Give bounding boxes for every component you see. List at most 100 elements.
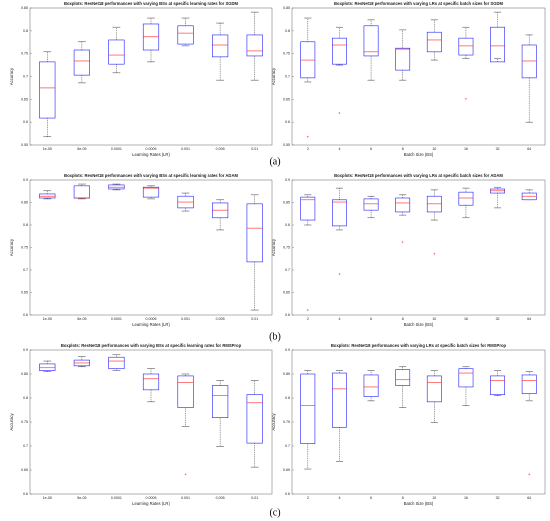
x-tick-label: 1e-05 bbox=[43, 496, 52, 500]
box bbox=[395, 197, 411, 213]
x-axis-label: Learning Rates (LR) bbox=[132, 501, 170, 506]
box bbox=[521, 44, 537, 79]
box bbox=[246, 394, 263, 444]
y-tick-label: 0.9 bbox=[285, 348, 290, 352]
panel-label: (c) bbox=[269, 507, 280, 518]
plot-frame bbox=[291, 7, 546, 146]
box bbox=[458, 368, 474, 388]
y-tick-label: 0.7 bbox=[285, 268, 290, 272]
outlier bbox=[464, 97, 467, 100]
x-axis-label: Batch Size (BS) bbox=[404, 501, 434, 506]
box bbox=[108, 39, 125, 65]
plot-frame bbox=[29, 7, 273, 146]
y-axis-label: Accuracy bbox=[9, 238, 14, 256]
y-axis-label: Accuracy bbox=[9, 412, 14, 430]
box bbox=[73, 185, 90, 199]
x-axis-label: Learning Rates (LR) bbox=[132, 152, 170, 157]
panel-label: (b) bbox=[269, 331, 281, 342]
y-tick-label: 0.8 bbox=[23, 223, 28, 227]
x-tick-label: 0.005 bbox=[216, 317, 225, 321]
chart-title: Boxplots: ResNet18 performances with var… bbox=[64, 1, 239, 6]
y-tick-label: 0.65 bbox=[283, 97, 290, 101]
x-tick-label: 5e-05 bbox=[77, 317, 86, 321]
x-tick-label: 0.0001 bbox=[111, 147, 122, 151]
outlier bbox=[401, 241, 404, 244]
x-tick-label: 6 bbox=[370, 317, 372, 321]
outlier bbox=[184, 473, 187, 476]
x-tick-label: 32 bbox=[496, 317, 500, 321]
box bbox=[458, 191, 474, 206]
y-tick-label: 0.65 bbox=[21, 290, 28, 294]
x-tick-label: 0.01 bbox=[251, 496, 258, 500]
y-tick-label: 0.55 bbox=[21, 143, 28, 147]
y-tick-label: 0.8 bbox=[285, 396, 290, 400]
box bbox=[458, 37, 474, 56]
x-tick-label: 0.001 bbox=[181, 496, 190, 500]
x-tick-label: 0.0005 bbox=[146, 496, 157, 500]
y-tick-label: 0.6 bbox=[23, 120, 28, 124]
x-tick-label: 8 bbox=[402, 147, 404, 151]
box bbox=[363, 374, 379, 397]
y-tick-label: 0.85 bbox=[21, 372, 28, 376]
plot-frame bbox=[291, 179, 546, 316]
box bbox=[363, 25, 379, 57]
y-tick-label: 0.85 bbox=[21, 200, 28, 204]
x-tick-label: 6 bbox=[370, 496, 372, 500]
x-tick-label: 1e-05 bbox=[43, 317, 52, 321]
box bbox=[490, 375, 505, 395]
y-tick-label: 0.9 bbox=[23, 178, 28, 182]
box bbox=[108, 356, 125, 370]
x-tick-label: 0.005 bbox=[216, 147, 225, 151]
y-tick-label: 0.65 bbox=[21, 468, 28, 472]
y-tick-label: 0.7 bbox=[23, 74, 28, 78]
box bbox=[300, 373, 316, 444]
x-tick-label: 0.005 bbox=[216, 496, 225, 500]
box bbox=[490, 26, 505, 63]
y-tick-label: 0.8 bbox=[23, 396, 28, 400]
x-tick-label: 0.01 bbox=[251, 147, 258, 151]
y-tick-label: 0.9 bbox=[23, 348, 28, 352]
x-tick-label: 4 bbox=[338, 147, 340, 151]
box bbox=[332, 199, 347, 227]
x-tick-label: 2 bbox=[307, 147, 309, 151]
x-axis-label: Learning Rates (LR) bbox=[132, 322, 170, 327]
x-tick-label: 16 bbox=[464, 147, 468, 151]
box bbox=[177, 25, 194, 45]
plot-frame bbox=[291, 349, 546, 495]
chart-title: Boxplots: ResNet18 performances with var… bbox=[61, 343, 242, 348]
x-tick-label: 4 bbox=[338, 317, 340, 321]
x-tick-label: 10 bbox=[432, 496, 436, 500]
outlier bbox=[528, 473, 531, 476]
x-tick-label: 64 bbox=[527, 496, 531, 500]
y-tick-label: 0.85 bbox=[283, 6, 290, 10]
outlier bbox=[433, 252, 436, 255]
box bbox=[212, 34, 229, 58]
x-tick-label: 0.001 bbox=[181, 317, 190, 321]
outlier bbox=[306, 135, 309, 138]
y-tick-label: 0.6 bbox=[285, 120, 290, 124]
x-tick-label: 6 bbox=[370, 147, 372, 151]
x-tick-label: 64 bbox=[527, 147, 531, 151]
outlier bbox=[306, 309, 309, 312]
y-tick-label: 0.6 bbox=[285, 313, 290, 317]
y-tick-label: 0.8 bbox=[285, 223, 290, 227]
y-tick-label: 0.65 bbox=[283, 290, 290, 294]
x-tick-label: 5e-05 bbox=[77, 496, 86, 500]
chart-title: Boxplots: ResNet18 performances with var… bbox=[334, 173, 503, 178]
box bbox=[395, 47, 411, 71]
box bbox=[426, 31, 442, 53]
y-tick-label: 0.75 bbox=[283, 420, 290, 424]
y-tick-label: 0.75 bbox=[21, 52, 28, 56]
y-axis-label: Accuracy bbox=[271, 67, 276, 85]
box bbox=[142, 186, 160, 198]
y-tick-label: 0.75 bbox=[21, 245, 28, 249]
y-tick-label: 0.7 bbox=[285, 74, 290, 78]
outlier bbox=[338, 273, 341, 276]
panel-label: (a) bbox=[269, 156, 280, 167]
x-tick-label: 64 bbox=[527, 317, 531, 321]
x-tick-label: 5e-05 bbox=[77, 147, 86, 151]
x-tick-label: 16 bbox=[464, 496, 468, 500]
y-tick-label: 0.6 bbox=[23, 313, 28, 317]
x-tick-label: 16 bbox=[464, 317, 468, 321]
